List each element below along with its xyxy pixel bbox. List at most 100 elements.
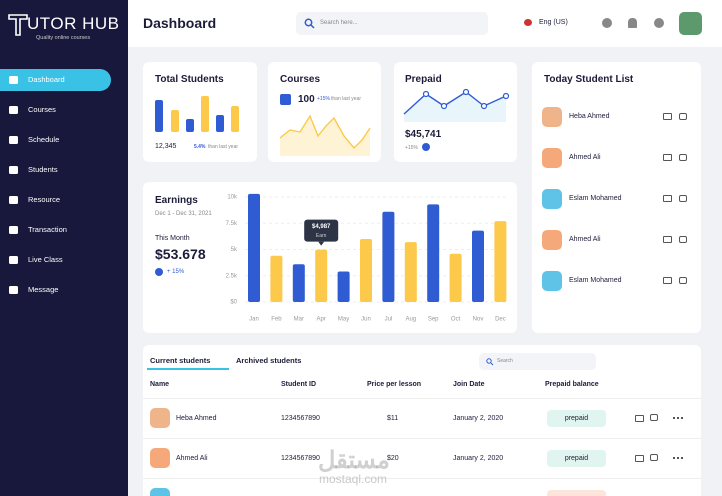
column-header[interactable]: Prepaid balance	[545, 381, 599, 388]
card-title: Courses	[280, 74, 321, 85]
column-header[interactable]: Price per lesson	[367, 381, 422, 388]
card-title: Earnings	[155, 195, 198, 206]
earnings-card: Earnings Dec 1 - Dec 31, 2021 This Month…	[143, 182, 517, 333]
menu-label: Schedule	[28, 135, 60, 144]
menu-item[interactable]: Transaction	[0, 219, 111, 241]
student-avatar	[150, 408, 170, 428]
y-tick-label: 10k	[227, 195, 238, 201]
menu-item[interactable]: Courses	[0, 99, 111, 121]
video-icon[interactable]	[663, 236, 672, 243]
chat-icon[interactable]	[602, 18, 612, 28]
menu-icon	[9, 106, 18, 114]
menu-icon	[9, 76, 18, 84]
menu-item[interactable]: Schedule	[0, 129, 111, 151]
up-icon	[155, 268, 163, 276]
search-placeholder: Search	[497, 358, 513, 364]
message-icon[interactable]	[679, 195, 687, 202]
video-icon[interactable]	[663, 277, 672, 284]
x-tick-label: Jul	[385, 317, 393, 323]
bar	[404, 242, 417, 302]
student-name: Eslam Mohamed	[569, 277, 622, 284]
video-icon[interactable]	[663, 195, 672, 202]
x-tick-label: Jun	[361, 317, 371, 323]
video-icon[interactable]	[635, 455, 644, 462]
student-name: Ahmed Ali	[569, 154, 601, 161]
row-divider	[143, 438, 701, 439]
search-icon	[304, 18, 315, 29]
menu-item[interactable]: Live Class	[0, 249, 111, 271]
bar	[449, 253, 462, 302]
video-icon[interactable]	[635, 415, 644, 422]
menu-label: Resource	[28, 195, 61, 204]
student-avatar	[542, 271, 562, 291]
menu-item[interactable]: Students	[0, 159, 111, 181]
page-title: Dashboard	[143, 15, 217, 31]
cell: $20	[387, 455, 399, 462]
menu-icon	[9, 286, 18, 294]
count: 100	[298, 94, 315, 105]
cell: January 2, 2020	[453, 415, 504, 422]
message-icon[interactable]	[679, 113, 687, 120]
logo-icon	[8, 14, 28, 36]
tooltip-value: $4,987	[312, 224, 331, 230]
tab-underline	[147, 368, 229, 370]
menu-label: Students	[28, 165, 58, 174]
prepaid-badge	[547, 490, 606, 496]
video-icon[interactable]	[663, 154, 672, 161]
menu-label: Courses	[28, 105, 56, 114]
column-header[interactable]: Student ID	[281, 381, 316, 388]
y-tick-label: 2.5k	[226, 273, 238, 279]
card-title: Total Students	[155, 74, 224, 85]
menu-item[interactable]: Resource	[0, 189, 111, 211]
more-icon[interactable]	[673, 457, 683, 459]
menu-item[interactable]: Message	[0, 279, 111, 301]
x-tick-label: Dec	[495, 317, 506, 323]
student-name: Ahmed Ali	[569, 236, 601, 243]
column-header[interactable]: Name	[150, 381, 170, 388]
cell: $11	[387, 415, 399, 422]
message-icon[interactable]	[650, 414, 658, 421]
bar	[248, 193, 260, 302]
video-icon[interactable]	[663, 113, 672, 120]
change: + 15%	[167, 269, 185, 275]
message-icon[interactable]	[679, 277, 687, 284]
logo: UTOR HUB	[27, 14, 120, 33]
menu-item[interactable]: Dashboard	[0, 69, 111, 91]
message-icon[interactable]	[679, 154, 687, 161]
x-tick-label: Feb	[271, 317, 282, 323]
avatar[interactable]	[679, 12, 702, 35]
more-icon[interactable]	[673, 417, 683, 419]
settings-icon[interactable]	[654, 18, 664, 28]
student-avatar	[542, 189, 562, 209]
message-icon[interactable]	[679, 236, 687, 243]
message-icon[interactable]	[650, 454, 658, 461]
student-name: Heba Ahmed	[569, 113, 610, 120]
course-icon	[280, 94, 291, 105]
menu-label: Message	[28, 285, 59, 294]
x-tick-label: Apr	[317, 317, 326, 323]
bell-icon[interactable]	[628, 18, 637, 28]
flag	[524, 19, 532, 26]
table-search[interactable]: Search	[479, 353, 596, 370]
tab-active[interactable]: Current students	[150, 356, 211, 365]
tooltip: $4,987 Earn	[304, 219, 339, 246]
x-tick-label: Jan	[249, 317, 259, 323]
watermark: مستقل	[318, 447, 390, 474]
student-avatar	[150, 488, 170, 496]
sidebar: UTOR HUB Quality online courses Dashboar…	[0, 0, 128, 496]
language[interactable]: Eng (US)	[539, 19, 568, 26]
column-header[interactable]: Join Date	[453, 381, 485, 388]
menu-label: Dashboard	[28, 75, 65, 84]
menu-label: Live Class	[28, 255, 63, 264]
menu-icon	[9, 166, 18, 174]
tab[interactable]: Archived students	[236, 356, 302, 365]
x-tick-label: Nov	[473, 317, 484, 323]
x-tick-label: Aug	[405, 317, 416, 323]
search-box[interactable]: Search here...	[296, 12, 488, 35]
change: +15%	[405, 145, 418, 151]
change: +15%	[317, 96, 330, 102]
courses-card: Courses 100 +15% than last year	[268, 62, 381, 162]
tagline: Quality online courses	[36, 35, 91, 41]
y-tick-label: 7.5k	[226, 221, 238, 227]
